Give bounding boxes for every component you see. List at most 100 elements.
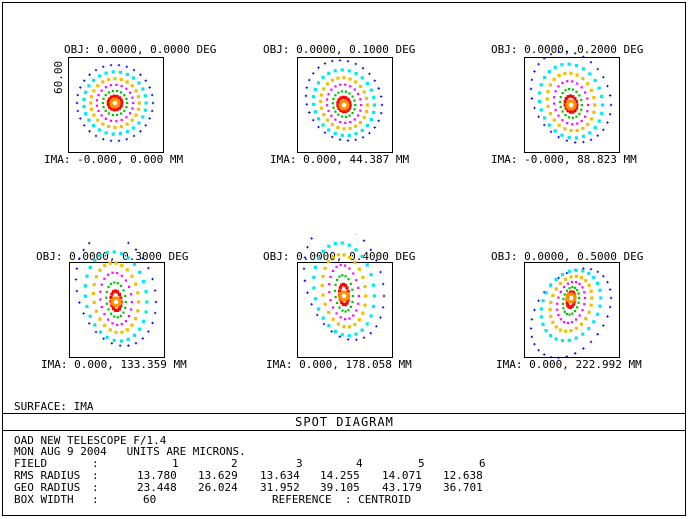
spot-point [331,269,335,273]
ima-label-3: IMA: -0.000, 88.823 MM [491,153,637,166]
spot-point [560,273,565,277]
spot-point [365,81,369,86]
spot-point [119,284,123,288]
spot-point [125,72,129,76]
spot-point [322,322,326,326]
spot-point [102,65,105,69]
spot-point [139,130,142,133]
spot-point [125,137,128,141]
spot-point [548,83,553,87]
spot-point [151,101,155,105]
spot-point [570,304,574,308]
spot-point [132,262,137,266]
spot-point [120,118,123,122]
spot-point [88,265,92,270]
spot-point [321,123,325,127]
spot-point [557,50,560,54]
spot-point [110,300,114,304]
spot-point [100,283,103,286]
spot-point [537,348,540,352]
spot-point [109,84,113,87]
spot-point [115,83,118,86]
spot-point [340,115,344,118]
spot-point [82,105,86,109]
spot-point [111,290,116,294]
spot-point [593,103,597,107]
spot-point [344,115,348,118]
spot-point [116,272,119,275]
spot-point [548,308,552,312]
spot-point [87,84,91,88]
spot-point [85,274,89,278]
spot-point [104,109,107,112]
spot-point [583,291,586,294]
spot-point [587,310,591,314]
spot-point [346,294,350,298]
spot-point [75,267,79,270]
spot-point [533,308,536,312]
spot-point [331,102,334,105]
spot-point [348,267,351,270]
spot-point [88,130,91,133]
spot-point [561,81,564,85]
spot-point [340,241,344,245]
spot-point [564,114,567,117]
spot-point [126,337,130,341]
spot-point [101,101,104,105]
spot-point [306,291,309,294]
spot-point [347,309,350,312]
spot-point [351,294,355,298]
spot-point [549,130,553,133]
spot-point [103,277,106,280]
spot-point [559,105,562,109]
spot-point [335,265,338,268]
spot-point [103,312,106,316]
spot-point [118,70,123,74]
spot-point [371,283,376,287]
spot-point [354,132,358,136]
spot-point [79,86,82,89]
spot-point [144,290,148,294]
spot-point [530,78,534,82]
spot-point [117,307,122,311]
spot-point [357,286,360,290]
spot-point [92,124,96,128]
spot-point [554,277,558,281]
spot-point [334,283,337,286]
spot-point [355,234,357,235]
reference-label: REFERENCE : CENTROID [272,493,412,506]
spot-point [354,124,358,128]
spot-point [547,123,551,127]
spot-point [363,284,367,289]
spot-point [124,279,127,282]
spot-plot-3 [529,50,613,144]
spot-point [372,95,376,99]
spot-point [348,77,352,81]
spot-point [109,119,113,122]
spot-point [144,79,147,82]
spot-point [589,61,593,64]
spot-point [75,289,79,293]
spot-point [582,55,585,59]
spot-point [325,104,329,107]
spot-point [338,138,342,141]
spot-point [141,87,145,91]
spot-point [113,125,117,129]
spot-point [313,110,317,114]
spot-point [349,305,352,309]
spot-point [568,99,572,103]
spot-point [336,322,340,326]
spot-point [344,121,347,124]
spot-point [375,259,378,262]
spot-point [572,302,576,306]
spot-point [105,250,109,255]
spot-point [559,318,562,321]
geo-value: 26.024 [198,481,238,494]
spot-point [339,120,342,124]
spot-point [549,53,553,56]
spot-point [338,335,342,338]
spot-point [337,113,340,116]
spot-point [546,89,550,94]
spot-point [110,292,114,296]
spot-point [138,270,142,274]
